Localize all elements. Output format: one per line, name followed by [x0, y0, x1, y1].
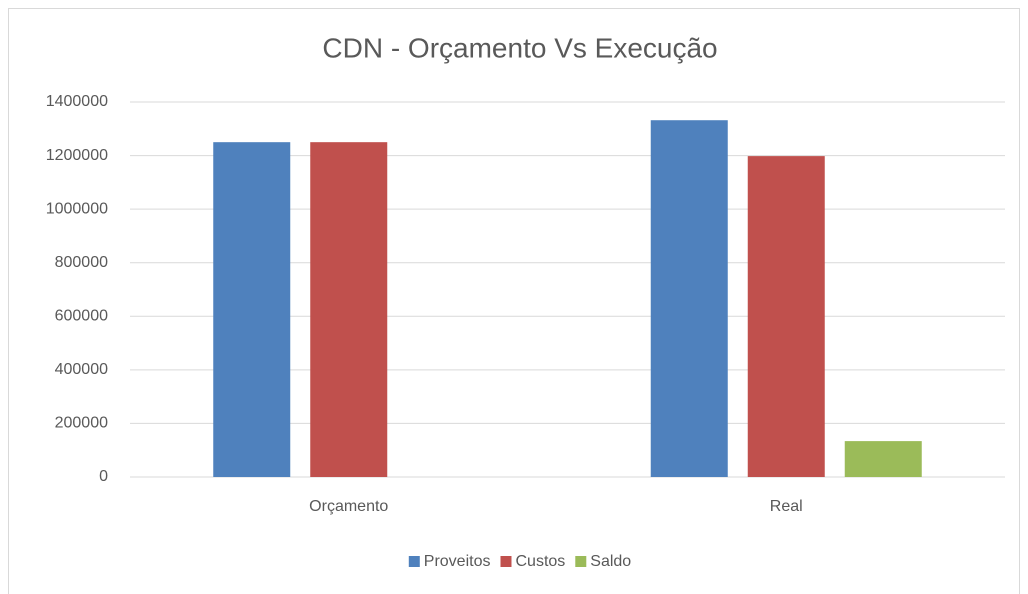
- y-tick-label: 1000000: [46, 200, 108, 217]
- legend-label: Saldo: [590, 553, 631, 570]
- bar: [650, 120, 728, 477]
- y-tick-label: 200000: [55, 415, 108, 432]
- legend-swatch: [500, 556, 512, 567]
- y-tick-label: 400000: [55, 361, 108, 378]
- legend-swatch: [408, 556, 420, 567]
- y-tick-label: 0: [99, 468, 108, 485]
- y-tick-label: 600000: [55, 308, 108, 325]
- x-tick-label: Real: [770, 498, 803, 515]
- chart-title: CDN - Orçamento Vs Execução: [322, 32, 717, 63]
- legend-label: Custos: [515, 553, 565, 570]
- legend-label: Proveitos: [424, 553, 491, 570]
- chart-frame: [8, 8, 1020, 594]
- y-tick-label: 800000: [55, 254, 108, 271]
- bar: [310, 142, 388, 477]
- x-tick-label: Orçamento: [309, 498, 388, 515]
- bar: [844, 441, 922, 477]
- y-tick-label: 1200000: [46, 147, 108, 164]
- bar: [213, 142, 291, 477]
- legend-swatch: [575, 556, 587, 567]
- y-tick-label: 1400000: [46, 93, 108, 110]
- bar: [747, 156, 825, 477]
